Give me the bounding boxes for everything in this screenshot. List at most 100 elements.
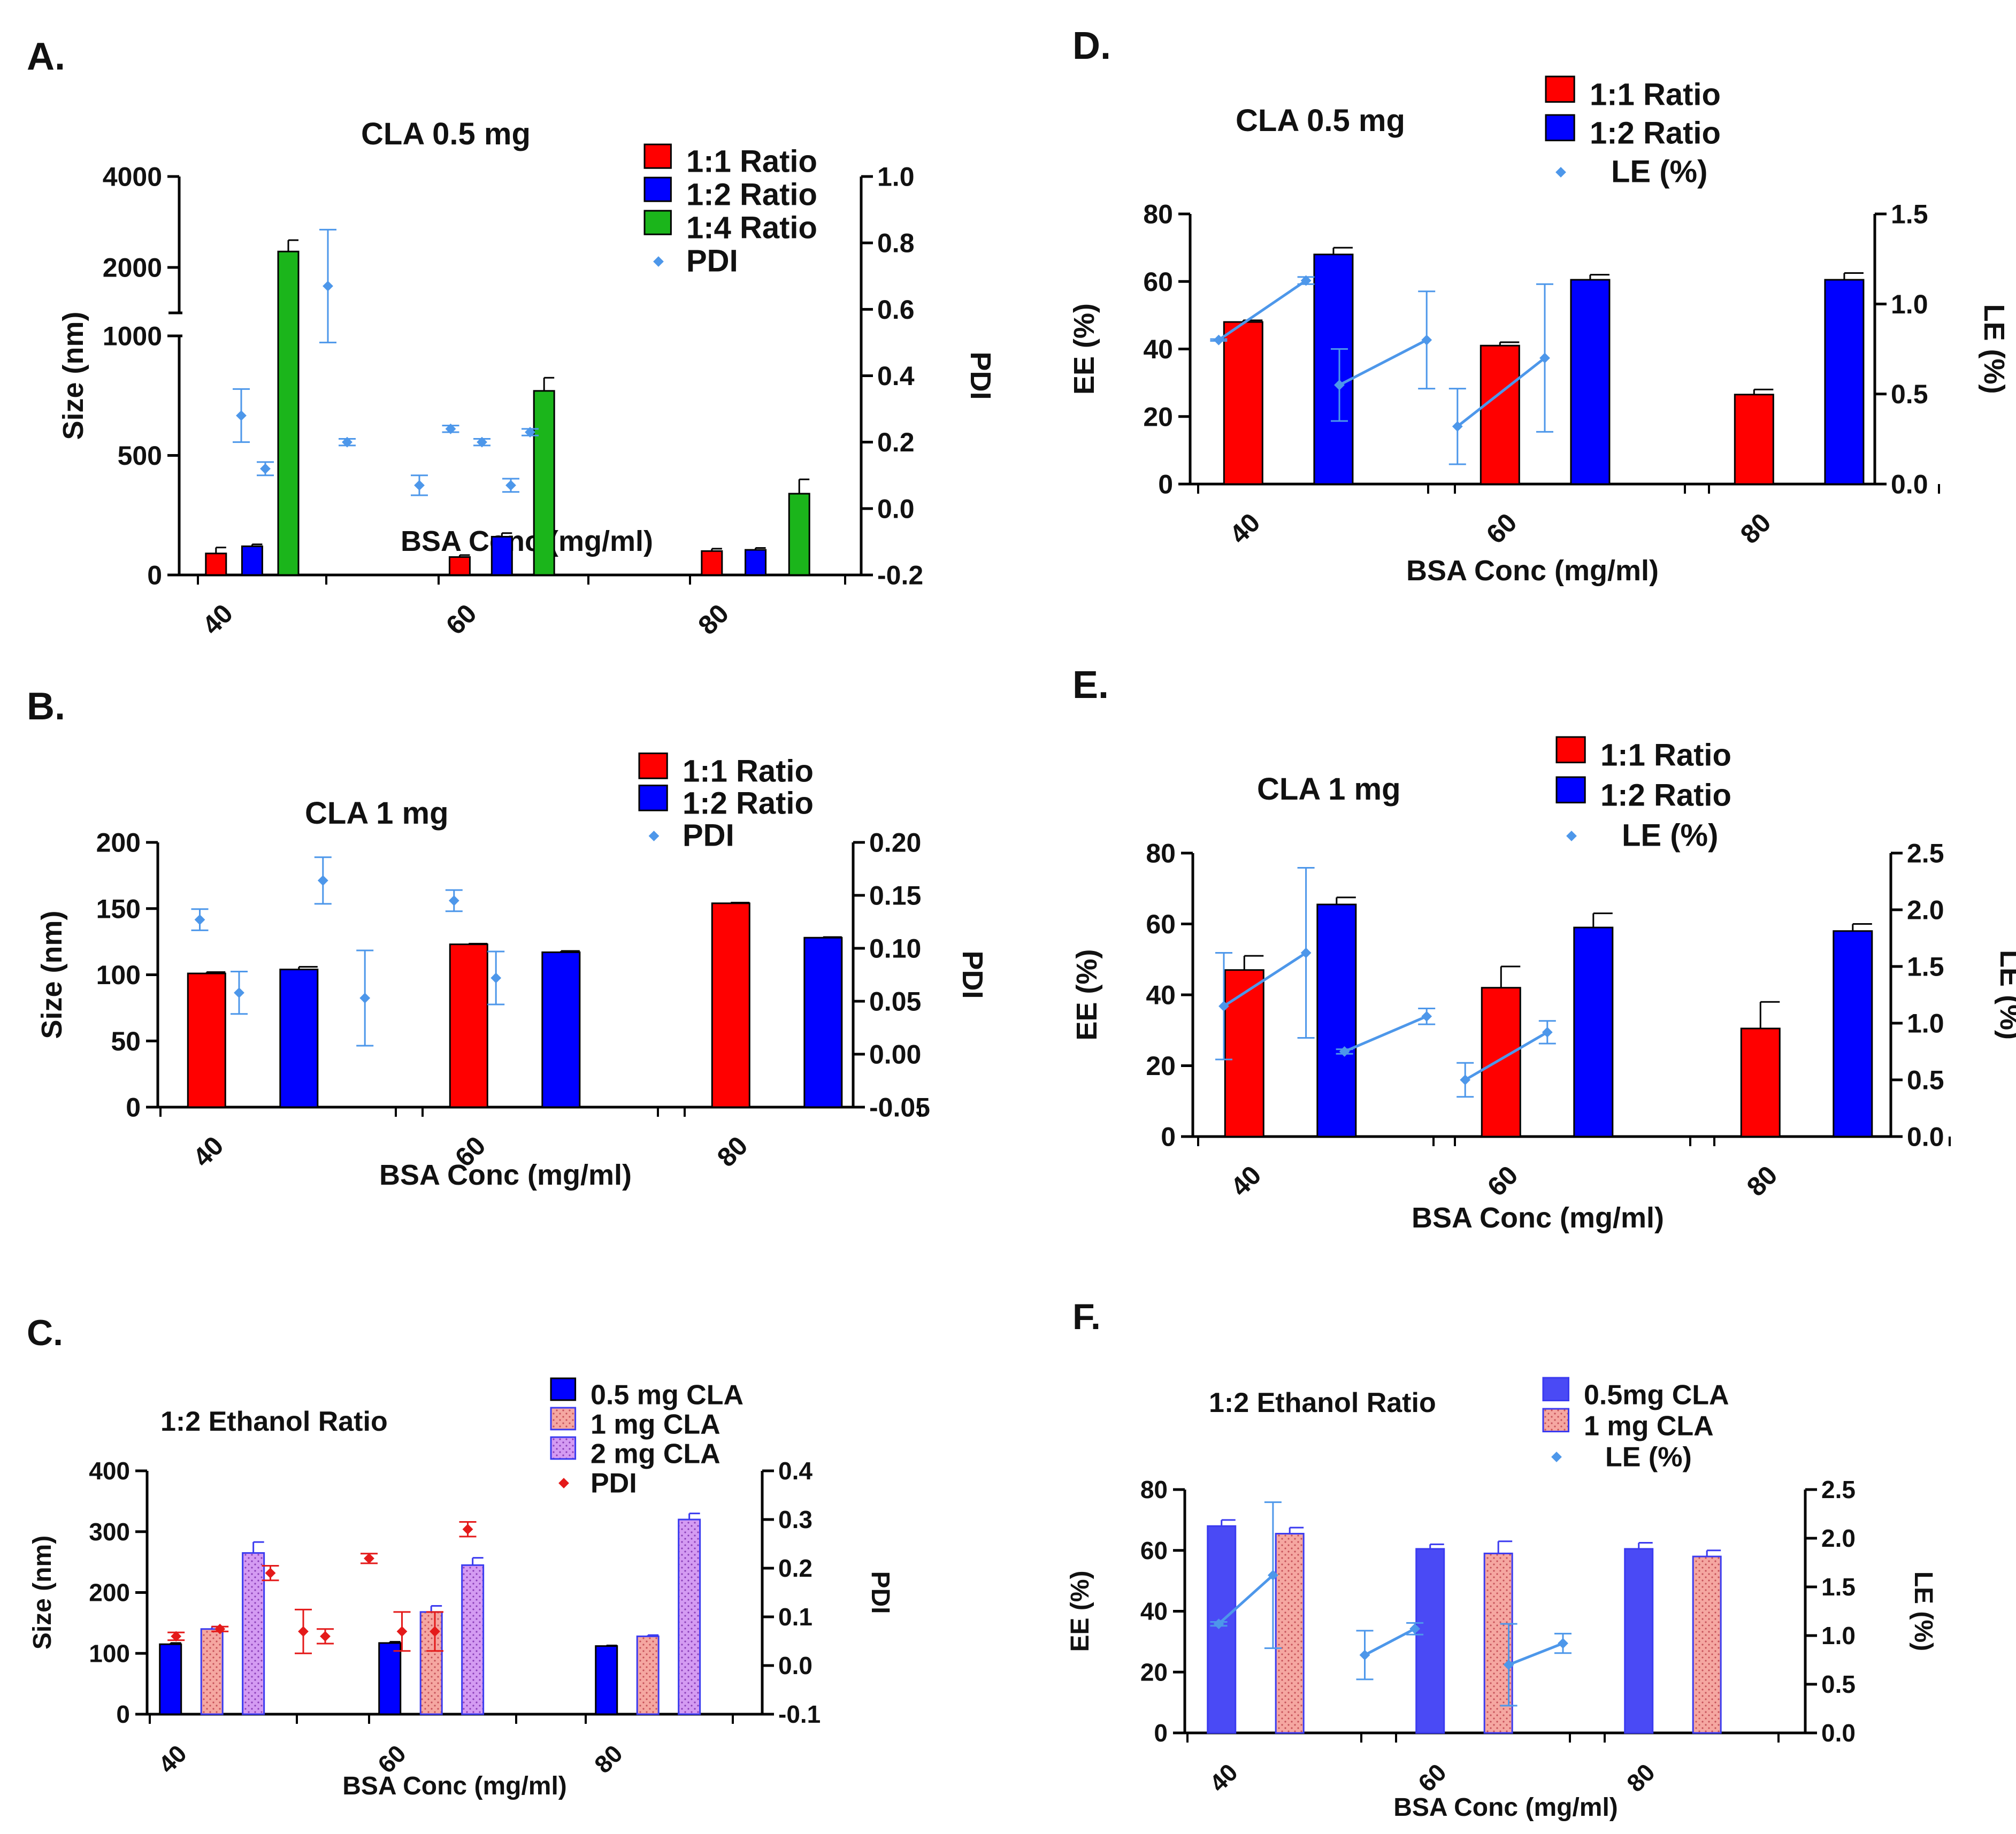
y2-tick-label: 0.0 [1891,470,1928,500]
data-point-marker [260,463,271,474]
y-axis-label: EE (%) [1066,1570,1094,1652]
y2-tick-label: 0.5 [1891,379,1928,409]
y2-axis-label: LE (%) [1994,950,2016,1040]
data-point-marker [214,1623,226,1635]
data-point-marker [1542,1027,1553,1038]
legend-swatch [550,1377,577,1401]
chart-title: CLA 0.5 mg [1236,103,1405,138]
legend-label: 1 mg CLA [591,1409,720,1440]
bar-1-2-ratio [1313,254,1354,485]
y2-tick-label: 0.05 [869,987,921,1017]
y-tick-label: 80 [1146,839,1176,869]
legend-swatch [643,210,672,235]
y2-tick-label: 0.5 [1821,1670,1856,1698]
panel-0: A. CLA 0.5 mg 0 500 1000 2000 4000 -0.2 0.0 0.2 0.… [27,35,996,640]
legend-swatch [1542,1377,1569,1401]
data-point-marker [1268,1570,1278,1581]
panel-letter: B. [27,685,65,728]
legend-swatch [1555,736,1586,764]
legend-label: LE (%) [1622,818,1718,853]
bar-1-2-ratio [1824,279,1865,485]
y-tick-label: 80 [1143,199,1173,229]
y-tick-label: 20 [1143,402,1173,432]
x-tick-label: 40 [1224,508,1266,550]
bar-1-mg-cla [200,1628,224,1715]
bar-0-5mg-cla [1624,1548,1654,1734]
bar-1-2-ratio [490,535,513,576]
bar-1-2-ratio [1316,903,1357,1138]
y2-tick-label: 0.3 [778,1506,812,1533]
y2-axis-label: PDI [964,351,996,400]
y-tick-label: 60 [1140,1537,1168,1564]
y-axis-label: Size (nm) [57,311,89,440]
x-tick-label: 80 [1741,1160,1783,1202]
data-point-marker [317,875,328,886]
data-point-marker [490,972,502,984]
data-point-marker [1339,1046,1350,1057]
data-point-marker [1539,352,1550,364]
data-point-marker [265,1568,276,1578]
y2-tick-label: 0.8 [877,228,915,258]
x-tick-label: 80 [692,598,734,641]
data-point-marker [396,1626,408,1637]
bar-1-1-ratio [1740,1027,1781,1138]
x-tick-label: 40 [153,1739,192,1778]
y2-tick-label: 0.5 [1907,1065,1944,1095]
x-tick-label: 80 [589,1739,628,1778]
bar-1-1-ratio [1224,969,1264,1138]
legend-label: 0.5 mg CLA [591,1379,743,1410]
x-tick-label: 40 [196,598,239,641]
y-tick-label: 20 [1140,1658,1168,1686]
le-line-segment [1223,951,1307,1008]
legend-label: 2 mg CLA [591,1438,720,1469]
y-axis-label: EE (%) [1071,949,1103,1040]
y2-tick-label: 0.2 [778,1554,812,1582]
data-point-marker [414,480,425,491]
x-tick-label: 60 [1482,1160,1524,1202]
bar-0-5-mg-cla [378,1642,402,1715]
legend-swatch [638,753,668,779]
chart-title: 1:2 Ethanol Ratio [160,1406,388,1437]
panel-2: C. 1:2 Ethanol Ratio 0 100 200 300 400 -0.1 0.0 0… [27,1313,894,1800]
bar-1-1-ratio [187,972,226,1108]
legend-label: LE (%) [1611,155,1707,189]
legend-label: 1:4 Ratio [686,211,817,245]
data-point-marker [298,1626,309,1637]
y-tick-label: 40 [1146,980,1176,1010]
bar-0-5mg-cla [1415,1548,1445,1734]
y-tick-label: 60 [1146,909,1176,939]
data-point-marker [1334,379,1345,390]
x-axis-label: BSA Conc (mg/ml) [1412,1202,1664,1234]
x-axis-label: BSA Conc (mg/ml) [401,525,653,557]
bar-1-mg-cla [636,1635,660,1715]
data-point-marker [430,1626,440,1637]
bar-1-2-ratio [803,937,843,1108]
legend-label: 1:1 Ratio [683,754,814,789]
chart-title: CLA 0.5 mg [361,117,531,151]
y-tick-label: 1000 [103,321,162,351]
data-point-marker [448,895,459,906]
data-point-marker [1300,275,1312,286]
panel-4: E. CLA 1 mg 0 20 40 60 80 0.0 0.5 1.0 1.5 2.0 2.5 EE … [1071,664,2016,1234]
y-tick-label: 100 [96,960,141,990]
bar-1-2-ratio [279,969,319,1108]
bar-1-2-ratio [241,545,263,576]
y2-tick-label: 0.4 [877,361,915,391]
data-point-marker [1300,947,1312,958]
y2-tick-label: 2.5 [1907,839,1944,869]
legend-swatch [1555,776,1586,804]
bar-1-1-ratio [701,550,723,576]
le-line-segment [1508,1642,1563,1666]
y-tick-label: 60 [1143,267,1173,297]
y2-tick-label: 1.5 [1907,952,1944,982]
legend-swatch [1545,75,1575,103]
y2-tick-label: 1.0 [1891,289,1928,319]
y-tick-label: 0 [147,561,162,590]
le-line-segment [1464,1031,1549,1081]
legend-label: 1 mg CLA [1584,1410,1714,1441]
chart-title: CLA 1 mg [1257,772,1401,807]
x-axis-label: BSA Conc (mg/ml) [379,1159,632,1191]
bar-1-1-ratio [1223,321,1263,485]
bar-1-2-ratio [745,549,767,576]
y2-tick-label: 0.10 [869,934,921,964]
